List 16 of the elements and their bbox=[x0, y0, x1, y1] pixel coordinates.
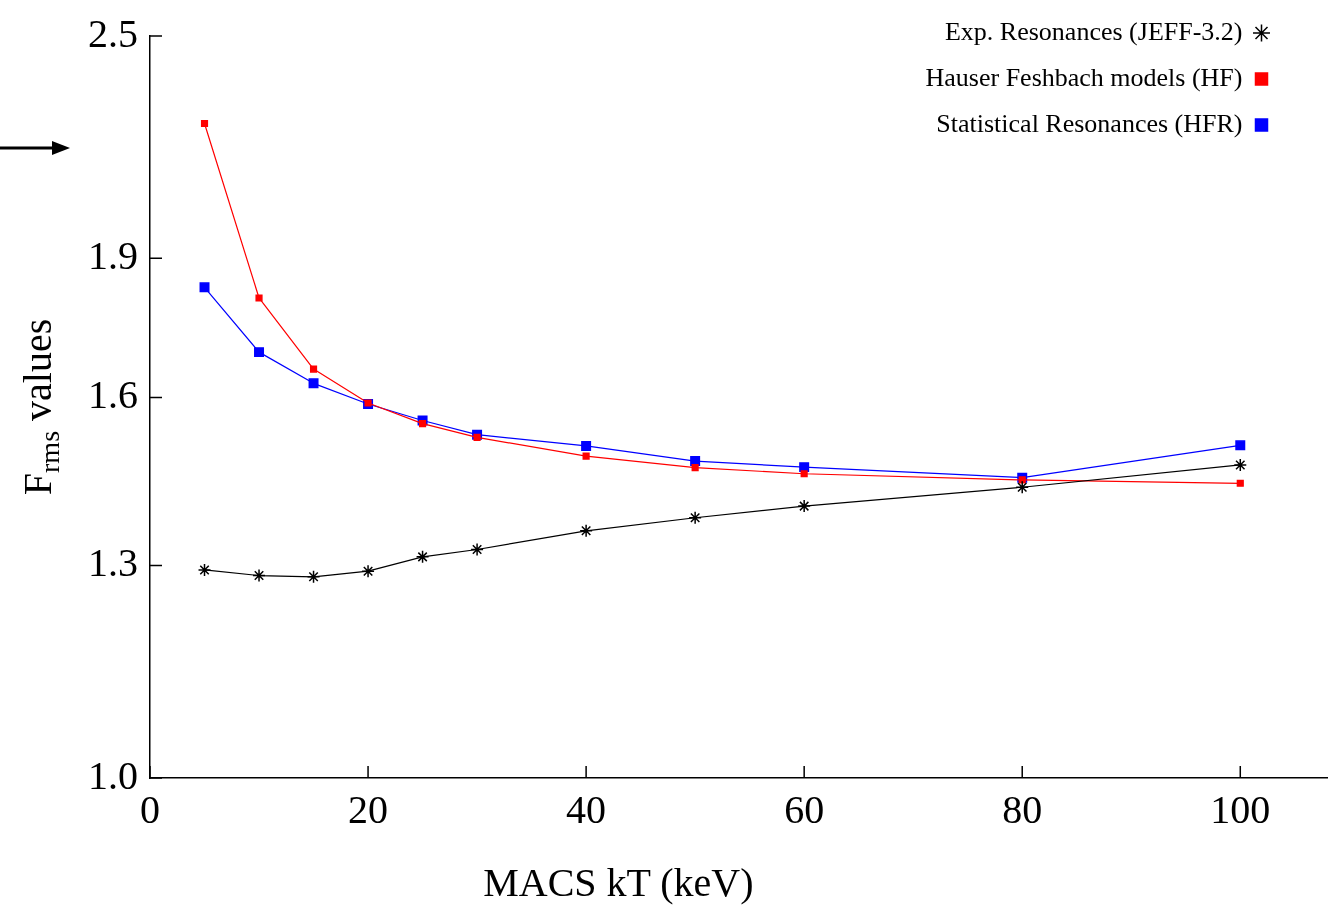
y-tick-label: 1.3 bbox=[88, 540, 138, 586]
x-tick-label: 40 bbox=[566, 786, 607, 832]
y-tick-label: 1.6 bbox=[88, 371, 138, 417]
x-tick-label: 80 bbox=[1002, 786, 1043, 832]
y-axis-title: Frms values bbox=[14, 318, 66, 496]
x-tick-label: 0 bbox=[140, 786, 160, 832]
y-tick-label: 1.9 bbox=[88, 232, 138, 278]
x-tick-label: 60 bbox=[784, 786, 825, 832]
legend-label: Hauser Feshbach models (HF) bbox=[925, 62, 1243, 92]
y-tick-label: 2.5 bbox=[88, 10, 138, 56]
legend-label: Exp. Resonances (JEFF-3.2) bbox=[944, 16, 1243, 46]
y-tick-label: 1.0 bbox=[88, 752, 138, 798]
x-tick-label: 20 bbox=[348, 786, 389, 832]
x-tick-label: 100 bbox=[1210, 786, 1271, 832]
x-axis-title: MACS kT (keV) bbox=[483, 859, 754, 905]
legend-label: Statistical Resonances (HFR) bbox=[936, 108, 1243, 138]
